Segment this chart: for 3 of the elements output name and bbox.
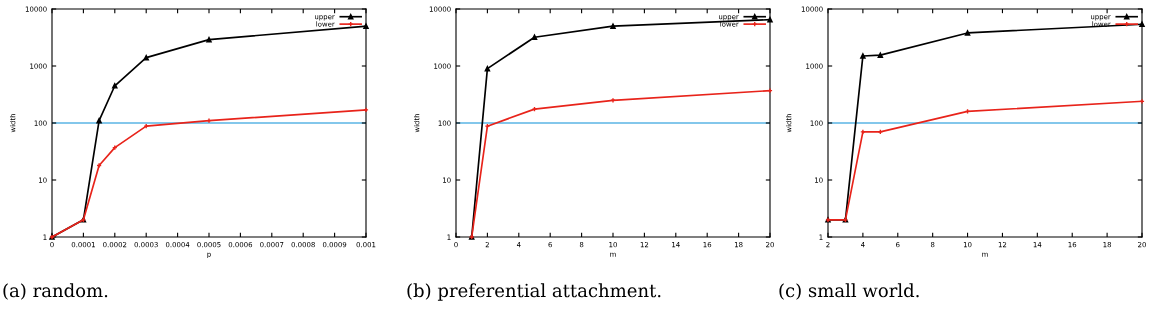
text: (b) preferential attachment.	[407, 283, 661, 301]
text: (a) random.	[3, 283, 108, 300]
text: (c) small world.	[779, 283, 919, 300]
